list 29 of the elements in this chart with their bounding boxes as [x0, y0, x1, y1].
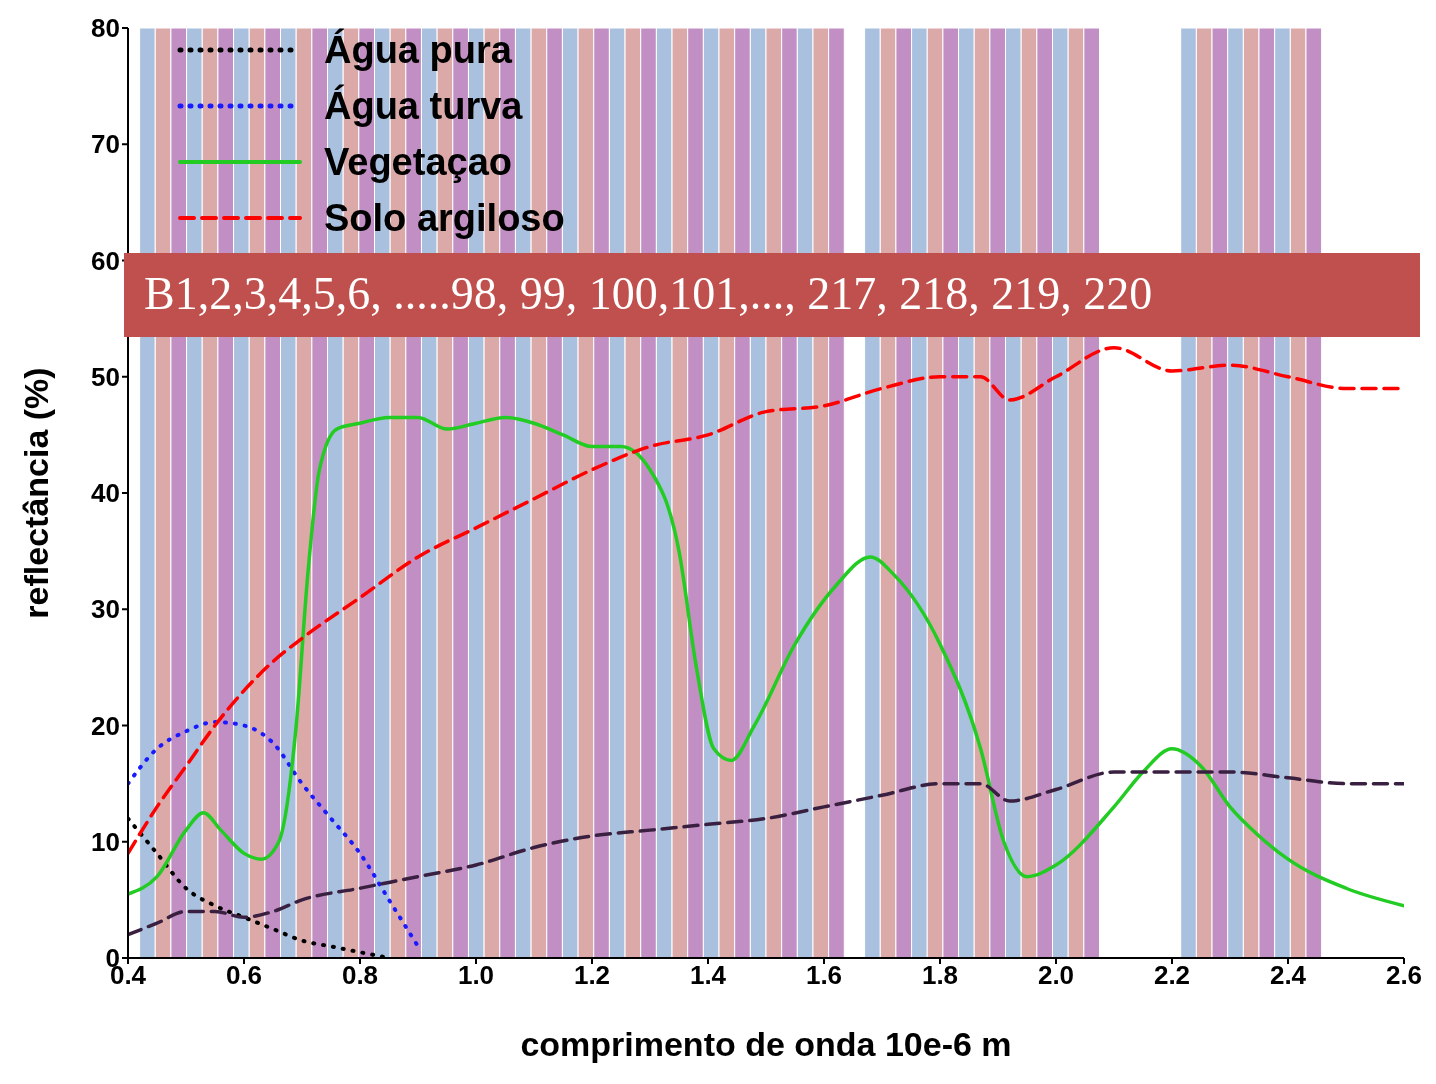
y-tick-label: 30	[91, 594, 120, 625]
x-tick-label: 0.8	[341, 960, 379, 991]
x-tick-label: 1.6	[805, 960, 843, 991]
y-tick-label: 60	[91, 245, 120, 276]
x-tick-label: 2.2	[1153, 960, 1191, 991]
line-series	[128, 720, 420, 949]
x-tick-label: 2.0	[1037, 960, 1075, 991]
x-tick-label: 0.6	[225, 960, 263, 991]
y-tick-label: 80	[91, 13, 120, 44]
x-tick-label: 1.8	[921, 960, 959, 991]
x-tick-label: 2.4	[1269, 960, 1307, 991]
x-tick-label: 1.0	[457, 960, 495, 991]
text-banner: B1,2,3,4,5,6, .....98, 99, 100,101,..., 217, 218, 219, 220	[124, 253, 1420, 337]
y-axis-title: reflectância (%)	[17, 367, 56, 619]
y-tick-label: 40	[91, 478, 120, 509]
y-tick-label: 10	[91, 826, 120, 857]
y-tick-label: 70	[91, 129, 120, 160]
x-tick-label: 2.6	[1385, 960, 1423, 991]
line-series	[128, 415, 1404, 908]
legend-label: Vegetaçao	[324, 140, 512, 185]
x-tick-label: 1.4	[689, 960, 727, 991]
y-tick-label: 20	[91, 710, 120, 741]
legend-label: Água pura	[324, 27, 512, 73]
line-series	[128, 770, 1404, 937]
legend-label: Água turva	[324, 83, 523, 129]
x-tick-label: 1.2	[573, 960, 611, 991]
x-axis-title: comprimento de onda 10e-6 m	[520, 1025, 1012, 1064]
y-tick-label: 50	[91, 361, 120, 392]
legend-label: Solo argiloso	[324, 196, 565, 241]
